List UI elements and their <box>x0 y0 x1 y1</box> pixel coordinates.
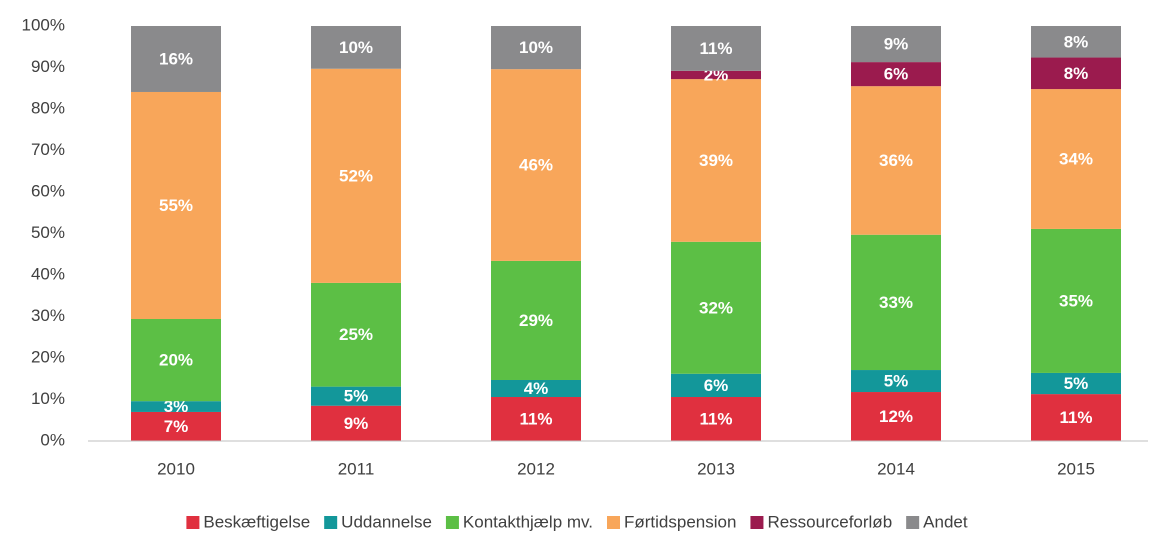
y-tick-label: 70% <box>31 140 65 159</box>
data-label: 39% <box>699 151 733 170</box>
data-label: 3% <box>164 397 189 416</box>
bar-segment <box>491 260 581 380</box>
data-label: 32% <box>699 298 733 317</box>
data-label: 8% <box>1064 64 1089 83</box>
bar-segment <box>1031 26 1121 58</box>
data-label: 11% <box>1059 408 1092 427</box>
bar-segment <box>671 397 761 441</box>
bar-segment <box>131 91 221 319</box>
bar-segment <box>1031 89 1121 229</box>
bar-segment <box>851 26 941 63</box>
y-tick-label: 100% <box>22 15 65 34</box>
bar-segment <box>311 282 401 387</box>
bar-segment <box>851 392 941 441</box>
legend-label: Førtidspension <box>624 512 736 531</box>
legend-label: Kontakthjælp mv. <box>463 512 593 531</box>
bar-segment <box>671 241 761 374</box>
data-label: 11% <box>699 39 732 58</box>
data-label: 5% <box>1064 374 1089 393</box>
bar-segment <box>131 401 221 412</box>
y-tick-label: 40% <box>31 264 65 283</box>
data-label: 12% <box>879 407 913 426</box>
data-label: 52% <box>339 166 373 185</box>
bar-segment <box>671 26 761 71</box>
y-tick-label: 10% <box>31 389 65 408</box>
bar-segment <box>671 70 761 80</box>
bar-segment <box>671 373 761 398</box>
bar-segment <box>1031 372 1121 395</box>
legend-swatch <box>445 516 459 529</box>
legend-swatch <box>186 516 200 529</box>
bar-segment <box>1031 228 1121 373</box>
bar-segment <box>1031 394 1121 441</box>
legend-label: Beskæftigelse <box>203 512 310 531</box>
legend-swatch <box>607 516 621 529</box>
data-label: 10% <box>339 38 373 57</box>
bar-segment <box>851 86 941 235</box>
data-label: 20% <box>159 351 193 370</box>
legend-swatch <box>750 516 764 529</box>
data-label: 11% <box>699 409 732 428</box>
y-tick-label: 90% <box>31 57 65 76</box>
data-label: 29% <box>519 311 553 330</box>
x-tick-label: 2010 <box>157 459 195 478</box>
y-tick-label: 0% <box>40 430 65 449</box>
data-label: 5% <box>344 387 369 406</box>
bar-segment <box>851 62 941 87</box>
data-label: 4% <box>524 379 549 398</box>
bar-segment <box>311 26 401 69</box>
data-label: 11% <box>519 409 552 428</box>
bar-segment <box>131 411 221 441</box>
x-tick-label: 2012 <box>517 459 555 478</box>
legend-label: Uddannelse <box>341 512 432 531</box>
bar-segment <box>671 79 761 242</box>
data-label: 9% <box>884 35 909 54</box>
data-label: 36% <box>879 151 913 170</box>
y-tick-label: 80% <box>31 98 65 117</box>
data-label: 55% <box>159 196 193 215</box>
data-label: 5% <box>884 372 909 391</box>
bar-segment <box>1031 57 1121 90</box>
y-tick-label: 20% <box>31 347 65 366</box>
data-label: 9% <box>344 414 369 433</box>
bar-segment <box>491 379 581 398</box>
data-label: 8% <box>1064 32 1089 51</box>
bar-segment <box>311 405 401 441</box>
bar-segment <box>131 318 221 402</box>
bar-segment <box>851 234 941 371</box>
data-label: 25% <box>339 325 373 344</box>
data-label: 7% <box>164 417 189 436</box>
data-label: 6% <box>884 65 909 84</box>
legend-label: Andet <box>923 512 968 531</box>
data-label: 35% <box>1059 291 1093 310</box>
data-label: 34% <box>1059 149 1093 168</box>
x-tick-label: 2015 <box>1057 459 1095 478</box>
bar-segment <box>311 386 401 406</box>
x-tick-label: 2014 <box>877 459 915 478</box>
legend-swatch <box>906 516 920 529</box>
bar-segment <box>491 397 581 441</box>
x-tick-label: 2011 <box>338 459 375 478</box>
y-tick-label: 50% <box>31 223 65 242</box>
x-tick-label: 2013 <box>697 459 735 478</box>
bar-segment <box>851 370 941 393</box>
y-tick-label: 30% <box>31 306 65 325</box>
data-label: 46% <box>519 156 553 175</box>
bar-segment <box>491 69 581 261</box>
bar-segment <box>491 26 581 70</box>
bar-segment <box>131 26 221 92</box>
legend-label: Ressourceforløb <box>767 512 892 531</box>
data-label: 6% <box>704 376 729 395</box>
data-label: 16% <box>159 49 193 68</box>
legend-swatch <box>324 516 338 529</box>
data-label: 10% <box>519 38 553 57</box>
bar-segment <box>311 68 401 283</box>
data-label: 33% <box>879 293 913 312</box>
y-tick-label: 60% <box>31 181 65 200</box>
